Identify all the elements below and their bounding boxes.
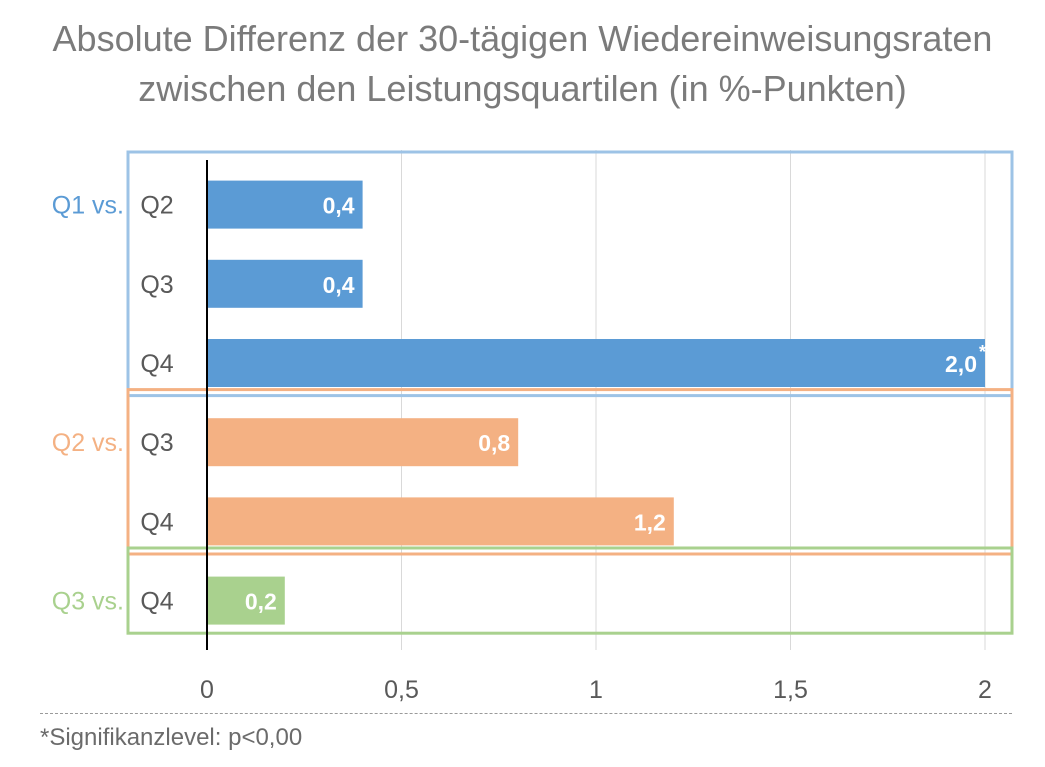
category-label: Q3 [140, 271, 173, 299]
group-label: Q2 vs. [52, 429, 124, 457]
category-label: Q4 [140, 588, 173, 616]
data-label: 0,4 [323, 272, 355, 298]
category-label: Q4 [140, 508, 173, 536]
data-label: 2,0 [945, 351, 977, 377]
data-label: 0,8 [478, 430, 510, 456]
data-label: 0,2 [245, 589, 277, 615]
chart-title: Absolute Differenz der 30-tägigen Wieder… [0, 14, 1045, 114]
x-tick-label: 0 [200, 676, 214, 704]
group-box [126, 150, 1014, 398]
bar [207, 497, 674, 546]
category-label: Q4 [140, 350, 173, 378]
footnote: *Signifikanzlevel: p<0,00 [40, 724, 303, 751]
bar [207, 418, 519, 467]
chart-title-line-2: zwischen den Leistungsquartilen (in %-Pu… [138, 68, 907, 109]
bar [207, 259, 363, 308]
x-tick-label: 0,5 [384, 676, 419, 704]
chart-title-line-1: Absolute Differenz der 30-tägigen Wieder… [52, 18, 993, 59]
data-label: 1,2 [634, 509, 666, 535]
group-label: Q3 vs. [52, 588, 124, 616]
x-tick-label: 2 [978, 676, 992, 704]
group-box [126, 546, 1014, 635]
x-tick-label: 1,5 [773, 676, 808, 704]
category-label: Q2 [140, 192, 173, 220]
bar [207, 576, 285, 625]
bar [207, 180, 363, 229]
category-label: Q3 [140, 429, 173, 457]
footer-divider [40, 713, 1012, 714]
group-label: Q1 vs. [52, 192, 124, 220]
bar-chart: 0 0,5 1 1,5 2 Q2 0,4 Q3 0,4 Q4 2,0 * Q1 vs. Q3 0,8 Q4 1,… [52, 150, 1014, 704]
group-box [126, 388, 1014, 556]
bar [207, 339, 985, 387]
significance-marker: * [979, 342, 986, 362]
x-tick-label: 1 [589, 676, 603, 704]
data-label: 0,4 [323, 193, 355, 219]
